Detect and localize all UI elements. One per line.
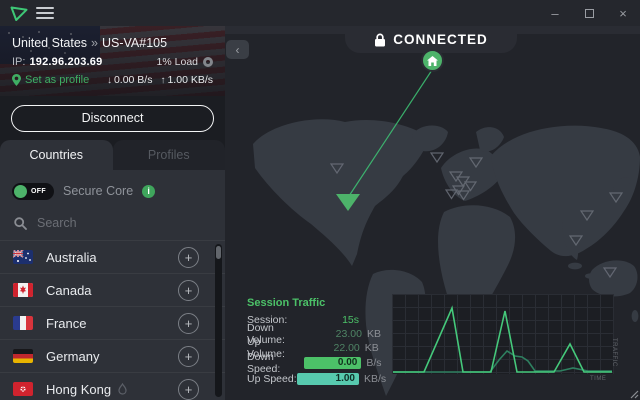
set-as-profile-label: Set as profile [25, 74, 90, 86]
minimize-button[interactable]: – [551, 5, 559, 21]
up-speed-badge: 1.00 [297, 373, 359, 385]
down-volume-value: 23.00 [335, 328, 362, 340]
up-speed-label: Up Speed: [247, 373, 297, 385]
country-name: France [46, 315, 87, 331]
down-arrow-icon: ↓ [106, 75, 112, 86]
maximize-button[interactable] [572, 0, 606, 26]
up-speed-unit: KB/s [364, 373, 387, 385]
down-speed-label: Down Speed: [247, 351, 281, 375]
load-indicator-icon [203, 57, 213, 67]
country-row-france[interactable]: France + [0, 306, 225, 339]
secure-core-toggle[interactable]: OFF [12, 182, 54, 200]
flag-canada-icon [13, 283, 33, 297]
up-speed-line [393, 349, 612, 373]
flag-dark-overlay [0, 26, 225, 96]
connected-server-marker [336, 194, 360, 211]
add-country-button[interactable]: + [178, 378, 199, 400]
connection-status-banner: CONNECTED [345, 26, 517, 53]
time-axis-label: TIME [590, 376, 607, 382]
lock-icon [375, 33, 386, 46]
info-icon[interactable]: i [142, 184, 156, 198]
close-button[interactable]: × [619, 5, 627, 21]
down-speed-unit: B/s [366, 357, 382, 369]
server-title: United States» US-VA#105 [12, 36, 213, 50]
server-load: 1% Load [156, 56, 198, 68]
up-volume-value: 22.00 [333, 342, 360, 354]
session-value: 15s [342, 314, 359, 326]
map-area: CONNECTED Session Traffic Session: 15s D… [225, 26, 640, 400]
server-markers [329, 152, 624, 279]
country-row-australia[interactable]: Australia + [0, 240, 225, 273]
flag-france-icon [13, 316, 33, 330]
search-input[interactable] [37, 216, 187, 230]
traffic-graph [392, 294, 614, 374]
disconnect-button[interactable]: Disconnect [11, 104, 214, 132]
countries-panel: OFF Secure Core i Australia + [0, 170, 225, 400]
connected-server-header: United States» US-VA#105 IP: 192.96.203.6… [0, 26, 225, 96]
up-arrow-icon: ↑ [160, 75, 166, 86]
session-label: Session: [247, 314, 288, 326]
country-list-scrollbar[interactable] [215, 244, 222, 397]
session-traffic-title: Session Traffic [247, 297, 326, 309]
add-country-button[interactable]: + [178, 345, 199, 367]
country-row-germany[interactable]: Germany + [0, 339, 225, 372]
up-volume-label: Up Volume: [247, 336, 285, 360]
country-name: Canada [46, 282, 92, 298]
down-volume-label: Down Volume: [247, 322, 285, 346]
scrollbar-thumb[interactable] [216, 246, 221, 259]
status-label: CONNECTED [393, 32, 488, 47]
tab-profiles[interactable]: Profiles [112, 140, 225, 170]
down-speed-line [393, 305, 612, 373]
tab-countries[interactable]: Countries [0, 140, 113, 170]
header-down-speed: 0.00 B/s [113, 74, 153, 86]
server-name: US-VA#105 [102, 36, 168, 50]
header-speeds: ↓ 0.00 B/s ↑ 1.00 KB/s [107, 74, 213, 86]
ip-label: IP: [12, 56, 26, 68]
country-name: Hong Kong [46, 381, 112, 397]
maximize-icon [584, 8, 594, 18]
resize-grip[interactable] [629, 389, 639, 399]
down-volume-unit: KB [366, 328, 381, 340]
home-icon [427, 55, 438, 66]
toggle-knob [14, 184, 27, 198]
down-speed-badge: 0.00 [304, 357, 362, 369]
home-location-marker [421, 49, 444, 72]
add-country-button[interactable]: + [178, 279, 199, 301]
set-as-profile-link[interactable]: Set as profile [12, 74, 89, 86]
add-country-button[interactable]: + [178, 312, 199, 334]
flag-hong-kong-icon [13, 382, 33, 396]
header-up-speed: 1.00 KB/s [167, 74, 213, 86]
country-name: Australia [46, 249, 97, 265]
collapse-sidebar-button[interactable]: ‹ [226, 40, 249, 59]
menu-icon[interactable] [36, 7, 54, 19]
server-country: United States [12, 36, 88, 50]
country-name: Germany [46, 348, 100, 364]
country-list: Australia + Canada + France + [0, 240, 225, 400]
flag-australia-icon [13, 250, 33, 264]
add-country-button[interactable]: + [178, 246, 199, 268]
sidebar: United States» US-VA#105 IP: 192.96.203.6… [0, 26, 225, 400]
toggle-state-label: OFF [31, 187, 46, 195]
country-row-canada[interactable]: Canada + [0, 273, 225, 306]
traffic-axis-label: TRAFFIC [611, 338, 617, 367]
sidebar-tabs: Countries Profiles [0, 140, 225, 170]
tor-icon [118, 383, 127, 395]
ip-value: 192.96.203.69 [29, 56, 103, 68]
country-row-hong-kong[interactable]: Hong Kong + [0, 372, 225, 400]
titlebar: – × [0, 0, 640, 26]
flag-germany-icon [13, 349, 33, 363]
pin-icon [12, 74, 21, 86]
search-icon [14, 216, 27, 230]
session-traffic-panel: Session Traffic Session: 15s Down Volume… [247, 297, 390, 386]
up-volume-unit: KB [364, 342, 379, 354]
server-separator: » [91, 36, 98, 50]
connection-line [348, 69, 433, 197]
protonvpn-logo-icon [9, 3, 29, 28]
secure-core-label: Secure Core [63, 184, 134, 198]
